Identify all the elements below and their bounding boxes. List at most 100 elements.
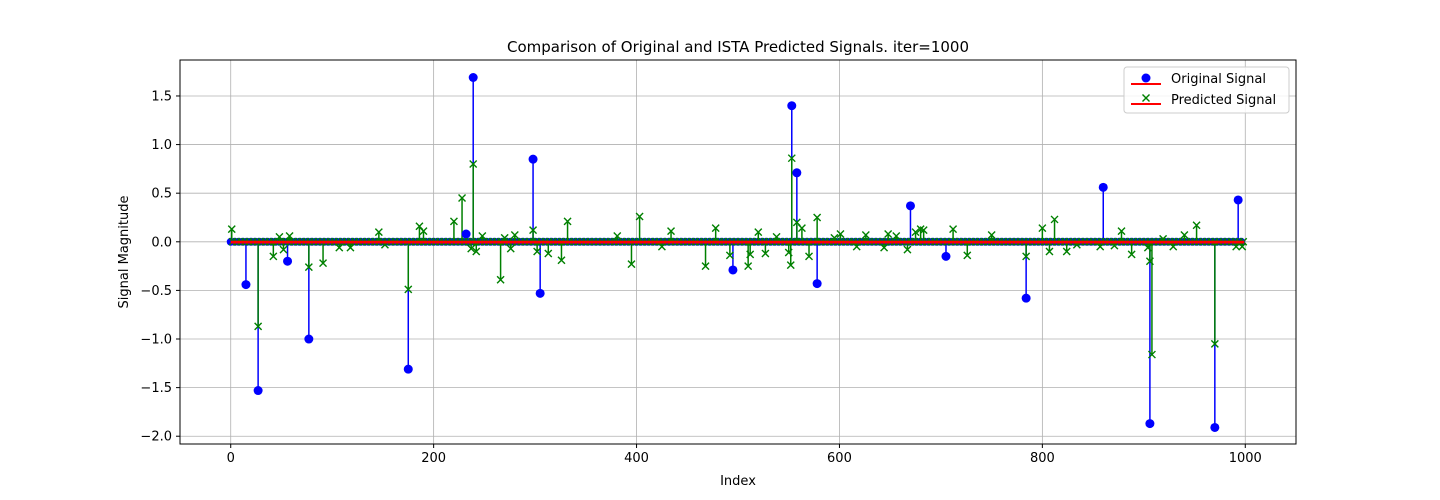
predicted-marker	[761, 249, 770, 258]
predicted-marker	[1117, 227, 1126, 236]
original-marker	[528, 154, 538, 164]
predicted-marker	[787, 154, 796, 163]
original-marker	[728, 265, 738, 275]
legend-predicted-label: Predicted Signal	[1171, 93, 1276, 108]
predicted-marker	[772, 232, 781, 241]
predicted-marker	[884, 230, 893, 239]
predicted-marker	[419, 227, 428, 236]
legend: Original Signal Predicted Signal	[1123, 66, 1290, 114]
y-tick-label: −1.5	[140, 381, 172, 396]
predicted-marker	[346, 243, 355, 252]
legend-predicted-x	[1142, 94, 1150, 102]
predicted-marker	[711, 224, 720, 233]
y-tick-label: −2.0	[140, 430, 172, 445]
original-marker	[1210, 422, 1220, 432]
predicted-marker	[478, 231, 487, 240]
original-marker	[941, 251, 951, 261]
legend-original-label: Original Signal	[1171, 72, 1266, 87]
y-tick-label: 1.5	[151, 89, 172, 104]
x-tick-label: 0	[227, 451, 235, 466]
y-tick-label: −1.0	[140, 333, 172, 348]
predicted-marker	[1062, 247, 1071, 256]
original-marker	[468, 72, 478, 82]
original-marker	[792, 168, 802, 178]
predicted-marker	[830, 233, 839, 242]
x-tick-label: 600	[827, 451, 852, 466]
predicted-marker	[533, 247, 542, 256]
predicted-marker	[744, 262, 753, 271]
predicted-marker	[374, 228, 383, 237]
predicted-marker	[404, 285, 413, 294]
predicted-marker	[1238, 242, 1247, 251]
predicted-marker	[506, 244, 515, 253]
predicted-marker	[472, 247, 481, 256]
predicted-marker	[746, 250, 755, 259]
original-marker	[1233, 195, 1243, 205]
original-marker	[1145, 419, 1155, 429]
predicted-marker	[269, 252, 278, 261]
chart-title: Comparison of Original and ISTA Predicte…	[507, 38, 969, 56]
predicted-marker	[627, 260, 636, 269]
original-marker	[787, 101, 797, 111]
predicted-marker	[613, 231, 622, 240]
original-marker	[1098, 182, 1108, 192]
original-marker	[304, 334, 314, 344]
x-tick-label: 200	[421, 451, 446, 466]
predicted-marker	[319, 259, 328, 268]
predicted-marker	[852, 242, 861, 251]
axes-frame	[179, 59, 1297, 445]
x-tick-label: 400	[624, 451, 649, 466]
predicted-marker	[227, 225, 236, 234]
y-tick-label: −0.5	[140, 284, 172, 299]
predicted-marker	[469, 160, 478, 169]
predicted-marker	[805, 252, 814, 261]
predicted-marker	[275, 232, 284, 241]
predicted-marker	[657, 242, 666, 251]
predicted-marker	[784, 248, 793, 257]
predicted-marker	[1050, 215, 1059, 224]
predicted-marker	[335, 243, 344, 252]
predicted-marker	[496, 275, 505, 284]
original-marker	[283, 256, 293, 266]
predicted-marker	[797, 224, 806, 233]
predicted-marker	[1147, 350, 1156, 359]
plot-area	[226, 72, 1248, 432]
predicted-marker	[279, 245, 288, 254]
predicted-marker	[1096, 242, 1105, 251]
axis-ticks: 0 200 400 600 800 1000 1.5 1.0 0.5 0.0 −0.5 −1.0 −1.…	[140, 89, 1261, 466]
predicted-marker	[786, 261, 795, 270]
predicted-marker	[903, 245, 912, 254]
predicted-marker	[861, 230, 870, 239]
predicted-marker	[725, 251, 734, 260]
legend-predicted-marker	[1142, 94, 1150, 102]
original-marker	[253, 386, 263, 396]
predicted-marker	[987, 230, 996, 239]
predicted-marker	[557, 256, 566, 265]
predicted-marker	[1232, 242, 1241, 251]
predicted-marker	[1143, 243, 1152, 252]
predicted-marker	[754, 228, 763, 237]
predicted-marker	[458, 194, 467, 203]
y-tick-label: 0.5	[151, 187, 172, 202]
original-marker	[535, 288, 545, 298]
predicted-marker	[635, 212, 644, 221]
predicted-marker	[880, 243, 889, 252]
predicted-marker	[529, 226, 538, 235]
predicted-marker	[1145, 257, 1154, 266]
legend-original-marker	[1141, 73, 1151, 83]
predicted-marker	[701, 262, 710, 271]
original-marker	[403, 364, 413, 374]
predicted-marker	[919, 226, 928, 235]
legend-box	[1123, 66, 1290, 114]
y-axis-label: Signal Magnitude	[117, 196, 132, 309]
original-marker	[461, 229, 471, 239]
predicted-marker	[449, 217, 458, 226]
predicted-marker	[1192, 221, 1201, 230]
predicted-marker	[544, 249, 553, 258]
original-marker	[905, 201, 915, 211]
predicted-marker	[285, 231, 294, 240]
predicted-marker	[500, 233, 509, 242]
predicted-marker	[563, 217, 572, 226]
x-tick-label: 1000	[1229, 451, 1262, 466]
